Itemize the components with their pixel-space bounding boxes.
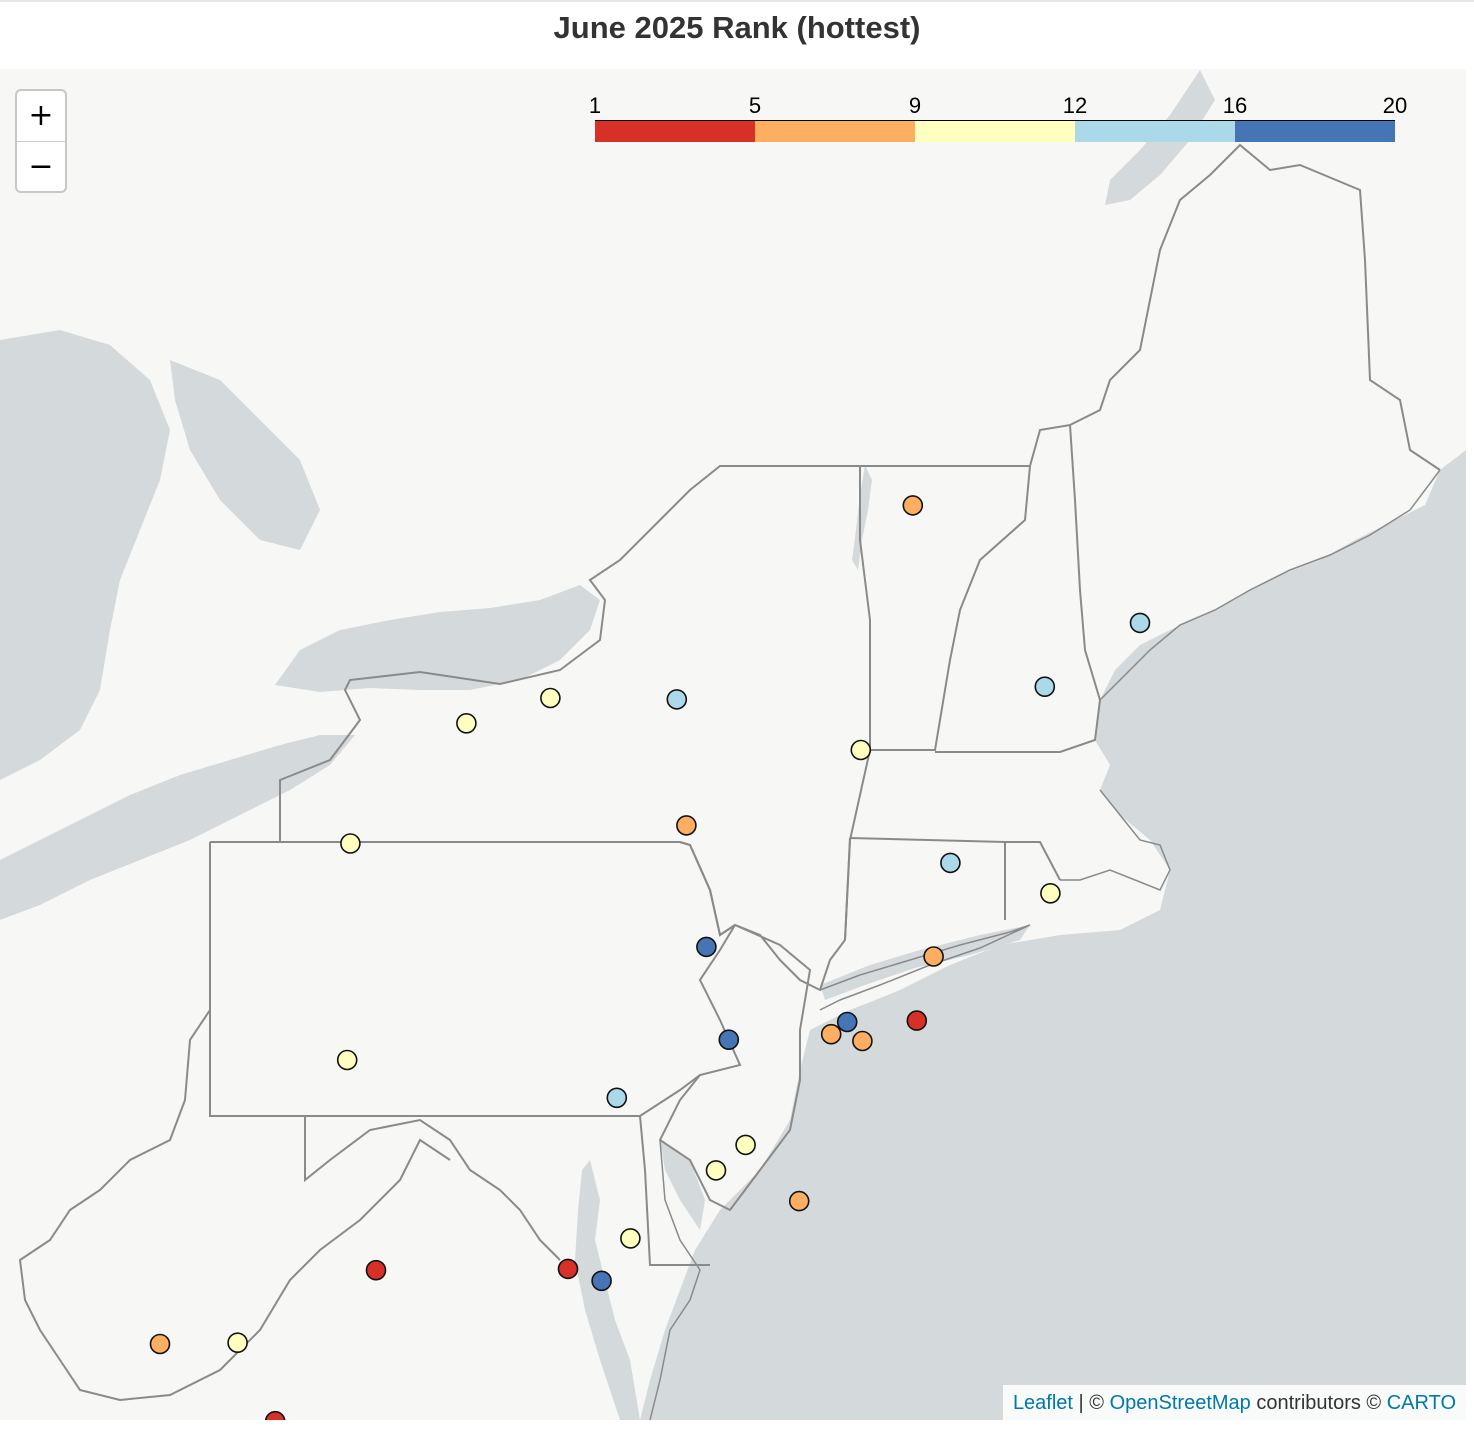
legend-tick-label: 1 xyxy=(588,93,602,118)
legend-colorbar xyxy=(595,120,1395,142)
station-marker[interactable] xyxy=(620,1228,641,1249)
coast-cape-cod xyxy=(1060,789,1171,891)
coast-delmarva xyxy=(649,1139,701,1420)
zoom-out-button[interactable]: − xyxy=(28,149,54,184)
station-marker[interactable] xyxy=(227,1332,248,1353)
lake-champlain xyxy=(852,465,872,570)
station-marker[interactable] xyxy=(906,1010,928,1031)
border-new-york xyxy=(279,465,871,992)
georgian-bay xyxy=(170,360,320,550)
legend-tick-label: 5 xyxy=(748,93,762,118)
attribution-contributors: contributors © xyxy=(1250,1392,1387,1414)
border-delaware xyxy=(639,1115,710,1266)
station-marker[interactable] xyxy=(365,1259,387,1281)
station-marker[interactable] xyxy=(696,936,717,958)
station-marker[interactable] xyxy=(557,1258,579,1280)
legend-bin-5 xyxy=(1235,121,1395,142)
legend-bin-2 xyxy=(755,121,915,142)
station-marker[interactable] xyxy=(718,1029,740,1050)
legend-tick-label: 12 xyxy=(1062,93,1088,118)
station-marker[interactable] xyxy=(1040,882,1061,904)
delaware-bay xyxy=(660,1140,705,1230)
station-marker[interactable] xyxy=(820,1023,842,1045)
title-bar: June 2025 Rank (hottest) xyxy=(0,0,1474,68)
station-marker[interactable] xyxy=(540,687,561,709)
legend-tick-label: 20 xyxy=(1382,93,1408,118)
long-island-sound xyxy=(820,925,1030,1000)
station-marker[interactable] xyxy=(149,1333,171,1355)
station-marker[interactable] xyxy=(264,1410,286,1420)
coast-long-island xyxy=(819,924,1031,1011)
station-marker[interactable] xyxy=(735,1134,756,1156)
attribution-separator: | © xyxy=(1073,1392,1110,1414)
lake-erie xyxy=(0,735,355,920)
station-marker[interactable] xyxy=(940,852,961,874)
station-marker[interactable] xyxy=(852,1030,873,1052)
border-west-virginia xyxy=(18,1009,451,1402)
station-marker[interactable] xyxy=(591,1270,612,1292)
station-marker[interactable] xyxy=(902,495,924,516)
station-marker[interactable] xyxy=(340,833,361,854)
openstreetmap-link[interactable]: OpenStreetMap xyxy=(1109,1392,1251,1414)
legend-bin-3 xyxy=(915,121,1075,142)
station-marker[interactable] xyxy=(923,946,944,967)
station-marker[interactable] xyxy=(788,1190,810,1212)
station-marker[interactable] xyxy=(1034,676,1056,698)
map-attribution: Leaflet | © OpenStreetMap contributors ©… xyxy=(1002,1385,1466,1420)
lake-huron xyxy=(0,330,170,780)
station-marker[interactable] xyxy=(676,815,697,836)
station-markers[interactable] xyxy=(149,495,1151,1420)
basemap-water xyxy=(0,70,1466,1420)
station-marker[interactable] xyxy=(705,1160,727,1181)
station-marker[interactable] xyxy=(836,1011,858,1033)
station-marker[interactable] xyxy=(850,739,872,761)
border-maine xyxy=(1069,143,1441,471)
border-massachusetts xyxy=(849,837,1061,881)
legend-bin-4 xyxy=(1075,121,1235,142)
carto-link[interactable]: CARTO xyxy=(1386,1392,1456,1414)
legend-tick-label: 9 xyxy=(908,93,922,118)
coast-new-england xyxy=(1099,469,1441,701)
lake-ontario xyxy=(275,585,600,692)
zoom-control: + − xyxy=(15,89,67,193)
legend-bin-1 xyxy=(595,121,755,142)
station-marker[interactable] xyxy=(336,1049,358,1071)
border-maryland xyxy=(304,1116,561,1261)
map-title: June 2025 Rank (hottest) xyxy=(553,10,921,45)
border-new-hampshire xyxy=(935,423,1102,753)
station-marker[interactable] xyxy=(666,689,688,710)
leaflet-link[interactable]: Leaflet xyxy=(1012,1392,1073,1414)
state-borders xyxy=(18,143,1441,1402)
station-marker[interactable] xyxy=(606,1087,628,1109)
chesapeake-bay xyxy=(575,1160,640,1420)
zoom-in-button[interactable]: + xyxy=(17,91,65,142)
map-canvas[interactable] xyxy=(0,69,1466,1420)
border-vermont xyxy=(860,465,1032,751)
station-marker[interactable] xyxy=(456,712,477,734)
border-pennsylvania xyxy=(209,841,742,1117)
legend-tick-label: 16 xyxy=(1222,93,1248,118)
border-connecticut xyxy=(844,837,1006,941)
station-marker[interactable] xyxy=(1129,612,1151,634)
coastline xyxy=(649,469,1441,1420)
atlantic-ocean xyxy=(640,450,1466,1420)
